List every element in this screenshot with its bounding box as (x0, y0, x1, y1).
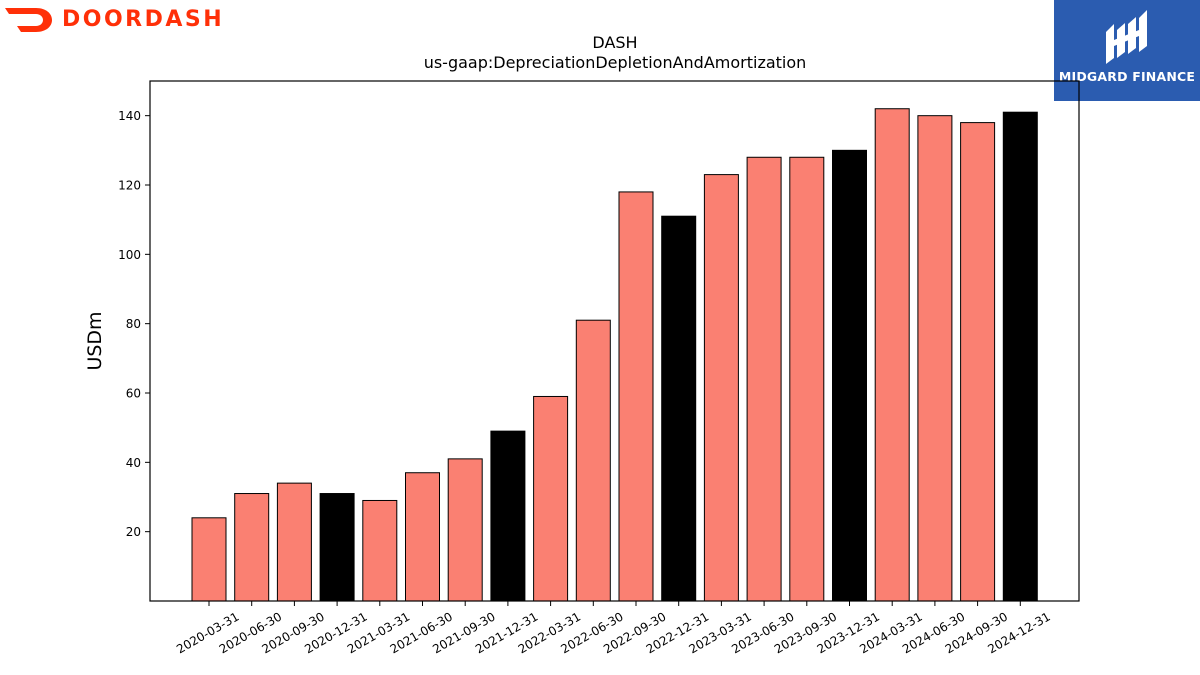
bar-2021-09-30 (447, 458, 483, 602)
x-axis: 2020-03-312020-06-302020-09-302020-12-31… (174, 601, 1053, 656)
bar-2020-12-31 (319, 493, 355, 602)
bar-2021-12-31 (490, 430, 526, 602)
bar-2024-06-30 (917, 115, 953, 602)
bar-2024-09-30 (960, 122, 996, 602)
bar-2022-09-30 (618, 191, 654, 602)
bar-series (191, 108, 1038, 602)
bar-2023-09-30 (789, 156, 825, 602)
plot-frame (149, 80, 1080, 602)
y-tick-label: 80 (126, 317, 141, 331)
bar-2021-06-30 (405, 472, 440, 602)
bar-2023-12-31 (832, 149, 867, 602)
y-tick-label: 60 (126, 387, 141, 401)
doordash-logo: DOORDASH (4, 4, 224, 34)
y-tick-label: 120 (118, 179, 141, 193)
bar-2022-12-31 (661, 215, 697, 602)
bar-2024-03-31 (874, 108, 910, 602)
y-tick-label: 100 (118, 248, 141, 262)
partner-name: MIDGARD FINANCE (1058, 69, 1196, 84)
bar-2020-06-30 (234, 493, 270, 602)
bar-2022-06-30 (575, 319, 611, 602)
chart-title: DASH (592, 33, 637, 52)
bar-2022-03-31 (533, 395, 569, 602)
brand-name: DOORDASH (62, 6, 225, 32)
doordash-dash-icon (5, 8, 52, 32)
bar-2024-12-31 (1002, 111, 1038, 602)
bar-2020-09-30 (276, 482, 312, 602)
bar-2021-03-31 (362, 499, 398, 602)
y-axis: 20 40 60 80 100 120 140 (118, 109, 150, 539)
y-tick-label: 20 (126, 525, 141, 539)
bar-2023-06-30 (746, 156, 782, 602)
chart-subtitle: us-gaap:DepreciationDepletionAndAmortiza… (424, 53, 807, 72)
bar-2020-03-31 (191, 517, 227, 602)
y-tick-label: 140 (118, 109, 141, 123)
bar-2023-03-31 (703, 174, 739, 602)
midgard-finance-logo: MIDGARD FINANCE (1054, 0, 1200, 101)
y-tick-label: 40 (126, 456, 141, 470)
y-axis-label: USDm (84, 311, 106, 370)
midgard-finance-logo-icon (1106, 10, 1147, 64)
